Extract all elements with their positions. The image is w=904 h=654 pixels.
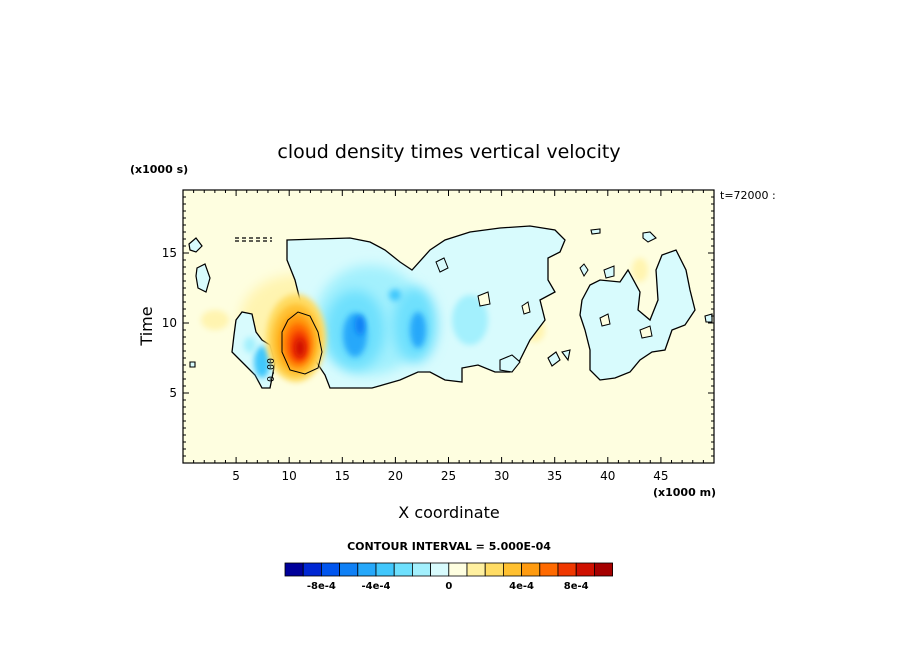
x-tick-label: 35 bbox=[547, 469, 562, 483]
weak-positive-region bbox=[201, 310, 229, 330]
colorbar-swatch bbox=[411, 562, 431, 577]
x-tick-label: 45 bbox=[653, 469, 668, 483]
colorbar-swatch bbox=[320, 562, 340, 577]
cloud-fragment bbox=[547, 351, 561, 367]
contour-interval-label: CONTOUR INTERVAL = 5.000E-04 bbox=[347, 540, 551, 553]
cloud-fragment bbox=[521, 301, 531, 315]
x-tick-label: 40 bbox=[600, 469, 615, 483]
colorbar-swatch bbox=[284, 562, 304, 577]
colorbar-swatch bbox=[521, 562, 541, 577]
colorbar-tick-label: -4e-4 bbox=[362, 581, 391, 592]
cloud-fragment bbox=[579, 263, 589, 277]
x-tick-label: 5 bbox=[232, 469, 240, 483]
cloud-fragment bbox=[189, 361, 196, 368]
cloud-fragment bbox=[195, 263, 211, 293]
field-shading bbox=[188, 225, 713, 389]
x-tick-label: 15 bbox=[335, 469, 350, 483]
cloud-fragment bbox=[599, 313, 611, 327]
negative-core bbox=[410, 312, 426, 348]
colorbar-swatch bbox=[430, 562, 450, 577]
cloud-fragment bbox=[435, 257, 449, 273]
colorbar-swatch bbox=[484, 562, 504, 577]
colorbar-swatch bbox=[575, 562, 595, 577]
x-scale-note: (x1000 m) bbox=[653, 486, 716, 499]
colorbar-swatch bbox=[557, 562, 577, 577]
cloud-fragment bbox=[704, 313, 713, 323]
x-axis-label: X coordinate bbox=[398, 503, 499, 522]
x-axis: 5 10 15 20 25 30 35 40 45 bbox=[193, 190, 704, 483]
time-label: t=72000 : bbox=[720, 189, 776, 202]
colorbar-swatch bbox=[466, 562, 486, 577]
cloud-fragment bbox=[188, 237, 203, 253]
y-tick-label: 10 bbox=[162, 316, 177, 330]
negative-core bbox=[355, 315, 365, 335]
colorbar-swatch bbox=[339, 562, 359, 577]
x-tick-label: 30 bbox=[494, 469, 509, 483]
colorbar-tick-label: 8e-4 bbox=[564, 581, 589, 592]
y-tick-label: 5 bbox=[169, 386, 177, 400]
y-scale-note: (x1000 s) bbox=[130, 163, 188, 176]
positive-core bbox=[295, 339, 305, 357]
colorbar-tick-label: 4e-4 bbox=[509, 581, 534, 592]
colorbar-swatch bbox=[302, 562, 322, 577]
x-tick-label: 10 bbox=[282, 469, 297, 483]
cloud-fragment bbox=[639, 325, 653, 339]
contour-label: 0.00 bbox=[266, 358, 277, 382]
cloud-fragment bbox=[477, 291, 491, 307]
chart-title: cloud density times vertical velocity bbox=[277, 141, 620, 163]
colorbar-tick-label: 0 bbox=[445, 581, 452, 592]
x-tick-label: 20 bbox=[388, 469, 403, 483]
cloud-fragment bbox=[590, 228, 601, 235]
y-axis: 5 10 15 bbox=[162, 196, 714, 457]
colorbar-swatch bbox=[594, 562, 614, 577]
cloud-fragment bbox=[561, 349, 571, 362]
colorbar-tick-label: -8e-4 bbox=[307, 581, 336, 592]
positive-contour bbox=[281, 311, 323, 375]
cloud-fragment bbox=[603, 265, 615, 279]
colorbar-swatch bbox=[357, 562, 377, 577]
cloud-region-right bbox=[579, 249, 696, 381]
y-tick-label: 15 bbox=[162, 246, 177, 260]
colorbar-swatch bbox=[539, 562, 559, 577]
negative-band bbox=[254, 346, 270, 378]
colorbar-swatch bbox=[448, 562, 468, 577]
negative-band bbox=[452, 295, 488, 345]
negative-core bbox=[389, 289, 401, 301]
colorbar: -8e-4 -4e-4 0 4e-4 8e-4 bbox=[284, 562, 614, 592]
y-axis-label: Time bbox=[137, 306, 156, 346]
plot-area: 0.00 bbox=[182, 189, 715, 464]
negative-band bbox=[244, 337, 256, 353]
colorbar-swatch bbox=[502, 562, 522, 577]
cloud-fragment bbox=[499, 354, 521, 373]
colorbar-swatch bbox=[393, 562, 413, 577]
cloud-fragment bbox=[235, 237, 272, 242]
x-tick-label: 25 bbox=[441, 469, 456, 483]
weak-positive-region bbox=[632, 258, 648, 282]
cloud-fragment bbox=[642, 231, 657, 243]
colorbar-swatch bbox=[375, 562, 395, 577]
